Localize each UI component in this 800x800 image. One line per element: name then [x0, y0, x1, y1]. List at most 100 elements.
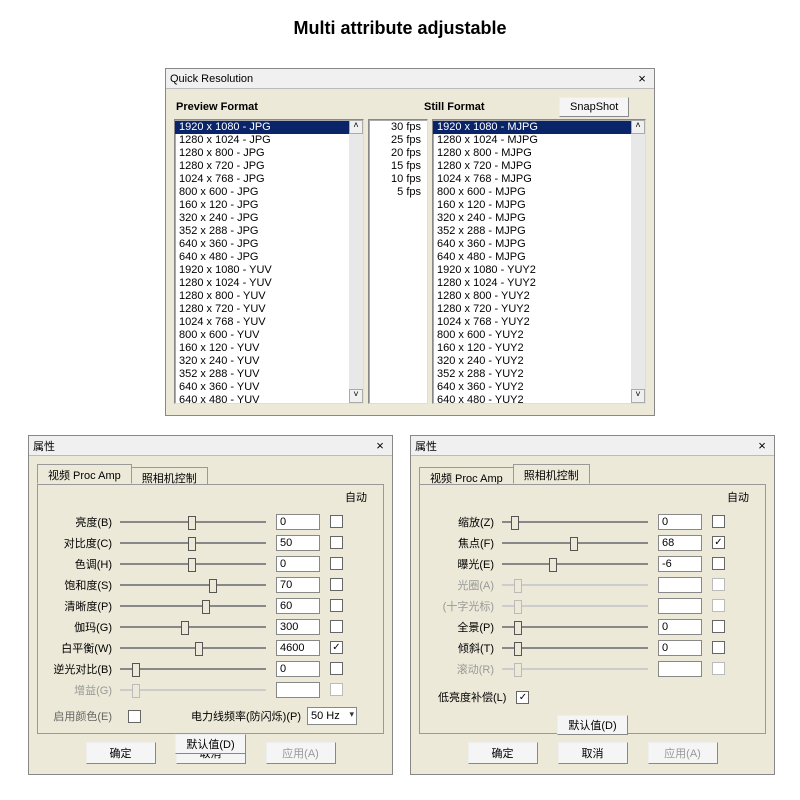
property-slider[interactable]	[500, 514, 650, 530]
list-item[interactable]: 640 x 480 - MJPG	[433, 251, 631, 264]
list-item[interactable]: 640 x 480 - YUV	[175, 394, 349, 403]
list-item[interactable]: 800 x 600 - YUY2	[433, 329, 631, 342]
auto-checkbox[interactable]	[712, 557, 725, 570]
enable-color-checkbox[interactable]	[128, 710, 141, 723]
auto-checkbox[interactable]	[330, 515, 343, 528]
list-item[interactable]: 320 x 240 - JPG	[175, 212, 349, 225]
property-slider[interactable]	[118, 577, 268, 593]
list-item[interactable]: 1280 x 720 - YUV	[175, 303, 349, 316]
list-item[interactable]: 1024 x 768 - YUY2	[433, 316, 631, 329]
list-item[interactable]: 1280 x 720 - MJPG	[433, 160, 631, 173]
property-value[interactable]: -6	[658, 556, 702, 572]
property-slider[interactable]	[500, 640, 650, 656]
list-item[interactable]: 1920 x 1080 - YUY2	[433, 264, 631, 277]
list-item[interactable]: 1920 x 1080 - MJPG	[433, 121, 631, 134]
auto-checkbox[interactable]	[712, 620, 725, 633]
property-value[interactable]: 68	[658, 535, 702, 551]
property-value[interactable]: 60	[276, 598, 320, 614]
property-value[interactable]: 0	[276, 661, 320, 677]
list-item[interactable]: 160 x 120 - YUV	[175, 342, 349, 355]
property-value[interactable]: 50	[276, 535, 320, 551]
list-item[interactable]: 1280 x 720 - JPG	[175, 160, 349, 173]
list-item[interactable]: 320 x 240 - YUY2	[433, 355, 631, 368]
scroll-up-icon[interactable]: ˄	[631, 120, 645, 134]
property-slider[interactable]	[118, 556, 268, 572]
list-item[interactable]: 160 x 120 - JPG	[175, 199, 349, 212]
list-item[interactable]: 1280 x 720 - YUY2	[433, 303, 631, 316]
auto-checkbox[interactable]	[330, 536, 343, 549]
list-item[interactable]: 800 x 600 - YUV	[175, 329, 349, 342]
list-item[interactable]: 1024 x 768 - YUV	[175, 316, 349, 329]
list-item[interactable]: 1280 x 800 - YUV	[175, 290, 349, 303]
list-item[interactable]: 1024 x 768 - MJPG	[433, 173, 631, 186]
property-slider[interactable]	[118, 514, 268, 530]
property-value[interactable]: 0	[658, 640, 702, 656]
ok-button[interactable]: 确定	[468, 742, 538, 764]
tab-proc-amp[interactable]: 视频 Proc Amp	[419, 467, 514, 485]
auto-checkbox[interactable]	[330, 620, 343, 633]
list-item[interactable]: 640 x 480 - YUY2	[433, 394, 631, 403]
scrollbar[interactable]: ˄ ˅	[349, 120, 363, 403]
list-item[interactable]: 1280 x 1024 - YUV	[175, 277, 349, 290]
list-item[interactable]: 1280 x 800 - MJPG	[433, 147, 631, 160]
auto-checkbox[interactable]	[330, 578, 343, 591]
list-item[interactable]: 25 fps	[369, 134, 427, 147]
tab-camera-control[interactable]: 照相机控制	[513, 464, 590, 484]
list-item[interactable]: 800 x 600 - MJPG	[433, 186, 631, 199]
close-icon[interactable]: ×	[372, 438, 388, 454]
list-item[interactable]: 1024 x 768 - JPG	[175, 173, 349, 186]
property-slider[interactable]	[118, 619, 268, 635]
list-item[interactable]: 1280 x 800 - YUY2	[433, 290, 631, 303]
scroll-down-icon[interactable]: ˅	[631, 389, 645, 403]
auto-checkbox[interactable]: ✓	[330, 641, 343, 654]
property-slider[interactable]	[118, 598, 268, 614]
list-item[interactable]: 20 fps	[369, 147, 427, 160]
list-item[interactable]: 160 x 120 - YUY2	[433, 342, 631, 355]
auto-checkbox[interactable]	[330, 599, 343, 612]
property-value[interactable]: 0	[276, 556, 320, 572]
scrollbar[interactable]: ˄ ˅	[631, 120, 645, 403]
scroll-down-icon[interactable]: ˅	[349, 389, 363, 403]
powerline-combo[interactable]: 50 Hz	[307, 707, 357, 725]
list-item[interactable]: 640 x 360 - YUY2	[433, 381, 631, 394]
tab-camera-control[interactable]: 照相机控制	[131, 467, 208, 485]
list-item[interactable]: 1280 x 800 - JPG	[175, 147, 349, 160]
property-value[interactable]: 0	[276, 514, 320, 530]
list-item[interactable]: 352 x 288 - YUY2	[433, 368, 631, 381]
list-item[interactable]: 640 x 360 - JPG	[175, 238, 349, 251]
auto-checkbox[interactable]	[330, 557, 343, 570]
list-item[interactable]: 15 fps	[369, 160, 427, 173]
list-item[interactable]: 800 x 600 - JPG	[175, 186, 349, 199]
close-icon[interactable]: ×	[634, 71, 650, 87]
property-value[interactable]: 4600	[276, 640, 320, 656]
property-value[interactable]: 70	[276, 577, 320, 593]
list-item[interactable]: 352 x 288 - MJPG	[433, 225, 631, 238]
scroll-up-icon[interactable]: ˄	[349, 120, 363, 134]
list-item[interactable]: 30 fps	[369, 121, 427, 134]
auto-checkbox[interactable]	[712, 641, 725, 654]
property-slider[interactable]	[118, 535, 268, 551]
list-item[interactable]: 320 x 240 - YUV	[175, 355, 349, 368]
property-slider[interactable]	[118, 640, 268, 656]
property-slider[interactable]	[500, 556, 650, 572]
list-item[interactable]: 320 x 240 - MJPG	[433, 212, 631, 225]
property-value[interactable]: 0	[658, 514, 702, 530]
property-slider[interactable]	[118, 661, 268, 677]
property-value[interactable]: 300	[276, 619, 320, 635]
property-value[interactable]: 0	[658, 619, 702, 635]
lowlight-checkbox[interactable]: ✓	[516, 691, 529, 704]
list-item[interactable]: 160 x 120 - MJPG	[433, 199, 631, 212]
list-item[interactable]: 1920 x 1080 - JPG	[175, 121, 349, 134]
list-item[interactable]: 640 x 360 - MJPG	[433, 238, 631, 251]
auto-checkbox[interactable]: ✓	[712, 536, 725, 549]
list-item[interactable]: 1280 x 1024 - JPG	[175, 134, 349, 147]
default-button[interactable]: 默认值(D)	[175, 734, 245, 754]
list-item[interactable]: 10 fps	[369, 173, 427, 186]
property-slider[interactable]	[500, 619, 650, 635]
property-slider[interactable]	[500, 535, 650, 551]
list-item[interactable]: 352 x 288 - YUV	[175, 368, 349, 381]
snapshot-button[interactable]: SnapShot	[559, 97, 629, 117]
list-item[interactable]: 640 x 360 - YUV	[175, 381, 349, 394]
still-format-list[interactable]: 1920 x 1080 - MJPG1280 x 1024 - MJPG1280…	[432, 119, 646, 404]
preview-format-list[interactable]: 1920 x 1080 - JPG1280 x 1024 - JPG1280 x…	[174, 119, 364, 404]
